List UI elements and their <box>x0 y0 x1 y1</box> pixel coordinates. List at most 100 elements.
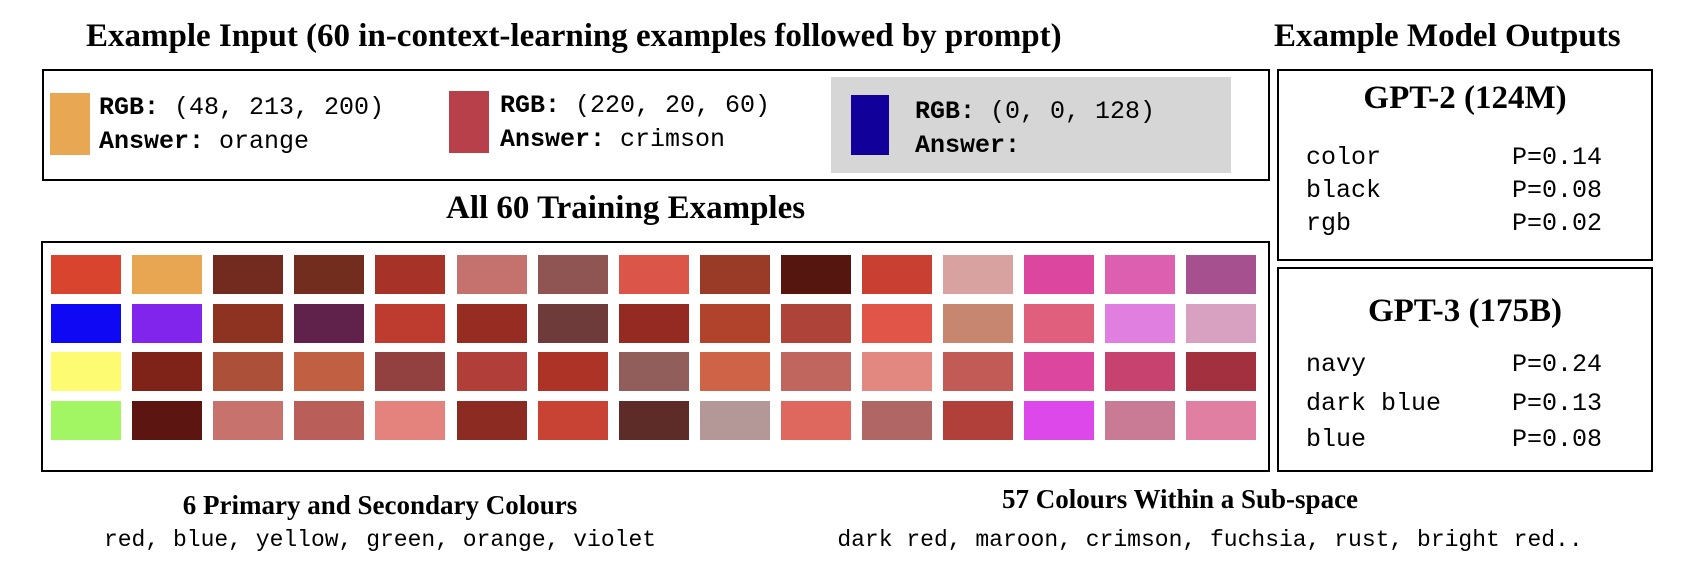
training-swatch <box>1105 401 1176 441</box>
gpt2-prob-1: P=0.14 <box>1512 143 1603 172</box>
rgb-label: RGB: <box>500 91 561 120</box>
training-swatch <box>618 255 689 294</box>
rgb-value: (48, 213, 200) <box>174 93 385 122</box>
training-title: All 60 Training Examples <box>446 190 806 226</box>
training-swatch <box>699 255 770 294</box>
training-grid-box <box>41 241 1270 472</box>
answer-label: Answer: <box>915 131 1021 160</box>
gpt2-title: GPT-2 (124M) <box>1363 80 1567 116</box>
training-swatch <box>1105 255 1176 294</box>
training-swatch <box>213 352 284 392</box>
training-swatch <box>537 303 608 343</box>
training-swatch <box>618 352 689 392</box>
training-swatch <box>537 352 608 392</box>
answer-label: Answer: <box>99 127 205 156</box>
input-section-title: Example Input (60 in-context-learning ex… <box>86 18 1062 54</box>
primary-colours-list: red, blue, yellow, green, orange, violet <box>103 527 657 553</box>
example-text-2: RGB: (220, 20, 60) Answer: crimson <box>500 89 770 157</box>
rgb-value: (220, 20, 60) <box>575 91 771 120</box>
training-swatch <box>132 303 203 343</box>
rgb-label: RGB: <box>915 97 976 126</box>
training-swatch <box>780 401 851 441</box>
answer-value: crimson <box>620 125 726 154</box>
training-swatch <box>132 401 203 441</box>
gpt2-prob-3: P=0.02 <box>1512 209 1603 238</box>
training-swatch <box>375 255 446 294</box>
training-swatch <box>537 255 608 294</box>
training-swatch <box>456 352 527 392</box>
training-swatch <box>294 255 365 294</box>
training-swatch <box>943 401 1014 441</box>
output-token: color <box>1306 143 1382 172</box>
training-swatch <box>1186 352 1257 392</box>
example-text-1: RGB: (48, 213, 200) Answer: orange <box>99 91 384 159</box>
gpt3-output-2: dark blue <box>1306 389 1442 418</box>
training-swatch <box>780 255 851 294</box>
training-swatch <box>699 352 770 392</box>
gpt3-output-1: navy <box>1306 350 1367 379</box>
training-swatch <box>51 303 121 343</box>
example-swatch-1 <box>50 93 90 155</box>
training-swatch <box>456 401 527 441</box>
training-swatch <box>51 401 121 441</box>
training-swatch <box>618 401 689 441</box>
training-swatch <box>132 255 203 294</box>
prompt-highlight <box>831 77 1231 173</box>
gpt2-prob-2: P=0.08 <box>1512 176 1603 205</box>
gpt3-output-3: blue <box>1306 425 1367 454</box>
prompt-text: RGB: (0, 0, 128) Answer: <box>915 95 1155 163</box>
training-swatch <box>862 352 932 392</box>
training-swatch <box>862 303 932 343</box>
training-swatch <box>699 303 770 343</box>
gpt3-prob-3: P=0.08 <box>1512 425 1603 454</box>
subspace-colours-caption: 57 Colours Within a Sub-space <box>1001 484 1359 514</box>
training-swatch <box>132 352 203 392</box>
training-swatch <box>456 255 527 294</box>
gpt3-prob-2: P=0.13 <box>1512 389 1603 418</box>
gpt2-output-1: color <box>1306 143 1381 172</box>
training-swatch <box>943 255 1014 294</box>
training-swatch <box>375 401 446 441</box>
example-input-box <box>42 69 1270 181</box>
training-swatch <box>375 303 446 343</box>
gpt2-output-2: black <box>1306 176 1382 205</box>
example-swatch-2 <box>449 91 489 153</box>
training-swatch <box>862 401 932 441</box>
training-swatch <box>780 303 851 343</box>
rgb-value: (0, 0, 128) <box>990 97 1156 126</box>
training-swatch <box>618 303 689 343</box>
primary-colours-caption: 6 Primary and Secondary Colours <box>182 490 578 520</box>
gpt2-box <box>1277 69 1653 261</box>
rgb-label: RGB: <box>99 93 160 122</box>
gpt3-box <box>1277 267 1653 472</box>
training-swatch <box>943 303 1014 343</box>
training-swatch <box>1024 255 1095 294</box>
training-swatch <box>213 303 284 343</box>
training-swatch <box>699 401 770 441</box>
answer-value: orange <box>219 127 310 156</box>
training-swatch <box>51 255 121 294</box>
training-swatch <box>1105 352 1176 392</box>
training-swatch <box>1024 401 1095 441</box>
gpt2-output-3: rgb <box>1306 209 1352 238</box>
training-swatch <box>1024 303 1095 343</box>
training-swatch <box>1186 255 1257 294</box>
training-swatch <box>537 401 608 441</box>
training-swatch <box>1186 303 1257 343</box>
gpt3-title: GPT-3 (175B) <box>1367 293 1563 329</box>
training-swatch <box>213 401 284 441</box>
training-swatch <box>862 255 932 294</box>
prompt-swatch <box>851 95 889 155</box>
training-swatch <box>294 303 365 343</box>
training-swatch <box>1186 401 1257 441</box>
training-swatch <box>780 352 851 392</box>
training-swatch <box>375 352 446 392</box>
training-swatch <box>213 255 284 294</box>
training-swatch <box>1024 352 1095 392</box>
answer-label: Answer: <box>500 125 606 154</box>
subspace-colours-list: dark red, maroon, crimson, fuchsia, rust… <box>837 527 1583 553</box>
training-swatch <box>294 401 365 441</box>
training-swatch <box>1105 303 1176 343</box>
gpt3-prob-1: P=0.24 <box>1512 350 1603 379</box>
outputs-section-title: Example Model Outputs <box>1274 18 1621 54</box>
